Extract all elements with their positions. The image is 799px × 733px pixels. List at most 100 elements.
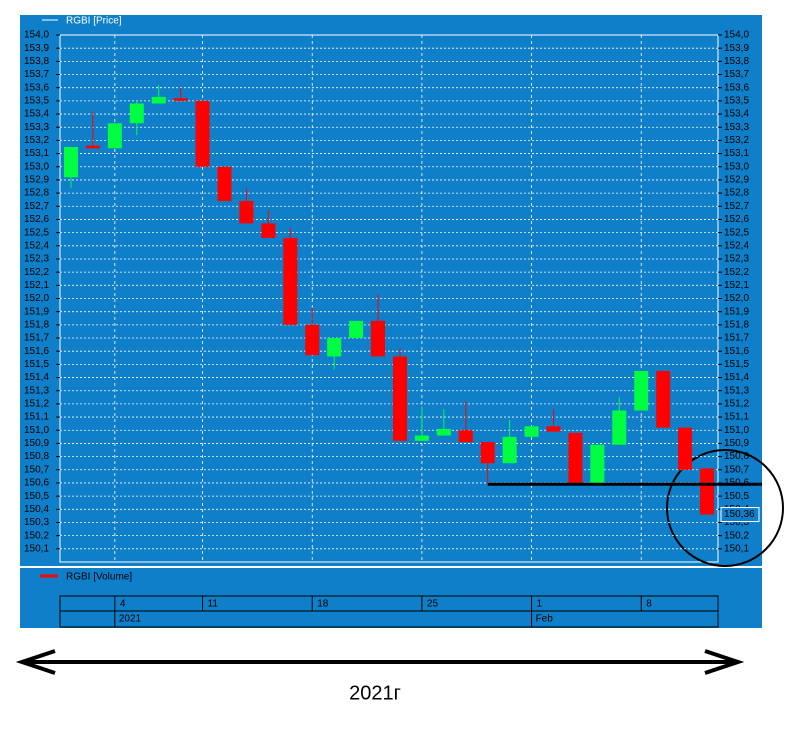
candle-body [349,320,364,339]
y-tick-label: 151,6 [724,346,749,357]
legend-label: RGBI [Price] [66,16,122,27]
y-tick-label: 151,6 [24,346,49,357]
period-label: Feb [536,614,554,625]
y-tick-label: 152,0 [24,293,49,304]
candle-body [129,103,144,124]
last-value-label: 150,36 [724,509,755,520]
period-label: 2021 [119,614,142,625]
arrow-head [704,649,745,675]
y-tick-label: 151,7 [24,333,49,344]
y-tick-label: 153,9 [724,43,749,54]
y-tick-label: 153,1 [724,148,749,159]
y-tick-label: 151,0 [724,425,749,436]
y-tick-label: 153,3 [24,122,49,133]
y-tick-label: 153,4 [724,109,749,120]
candle-body [239,201,254,224]
y-tick-label: 152,9 [724,175,749,186]
y-tick-label: 152,8 [724,188,749,199]
y-tick-label: 153,0 [724,161,749,172]
y-tick-label: 151,0 [24,425,49,436]
y-tick-label: 151,5 [724,359,749,370]
y-tick-label: 153,4 [24,109,49,120]
candle-body [590,444,605,483]
candle-body [480,442,495,464]
x-tick-label: 4 [120,599,126,610]
candle-body [327,338,342,357]
y-tick-label: 151,2 [24,399,49,410]
y-tick-label: 152,7 [724,201,749,212]
y-tick-label: 152,0 [724,293,749,304]
y-tick-label: 151,4 [24,372,49,383]
candle-body [436,428,451,436]
y-tick-label: 150,5 [724,491,749,502]
candle-body [546,426,561,432]
candle-body [305,324,320,356]
arrow-head [15,649,56,675]
y-tick-label: 153,6 [24,82,49,93]
y-tick-label: 153,3 [724,122,749,133]
y-tick-label: 150,4 [24,504,49,515]
candle-body [173,98,188,101]
y-tick-label: 150,7 [24,464,49,475]
x-tick-label: 25 [427,599,439,610]
candle-body [261,223,276,238]
y-tick-label: 150,3 [24,517,49,528]
y-tick-label: 150,2 [24,530,49,541]
x-tick-label: 1 [537,599,543,610]
y-tick-label: 152,8 [24,188,49,199]
y-tick-label: 150,9 [724,438,749,449]
y-tick-label: 152,7 [24,201,49,212]
y-tick-label: 151,9 [724,306,749,317]
y-tick-label: 150,9 [24,438,49,449]
y-tick-label: 150,7 [724,464,749,475]
y-tick-label: 152,1 [24,280,49,291]
y-tick-label: 151,3 [24,385,49,396]
y-tick-label: 153,5 [724,96,749,107]
legend-label: RGBI [Volume] [66,572,132,583]
y-tick-label: 153,8 [24,56,49,67]
y-tick-label: 151,1 [724,412,749,423]
y-tick-label: 150,6 [24,478,49,489]
candle-body [634,370,649,411]
y-tick-label: 152,6 [24,214,49,225]
candle-body [371,320,386,357]
y-tick-label: 153,9 [24,43,49,54]
y-tick-label: 151,2 [724,399,749,410]
y-tick-label: 154,0 [24,30,49,41]
y-tick-label: 152,1 [724,280,749,291]
candle-body [700,468,715,515]
y-tick-label: 153,2 [24,135,49,146]
y-tick-label: 150,3 [724,517,749,528]
x-tick-label: 18 [317,599,329,610]
y-tick-label: 153,0 [24,161,49,172]
y-tick-label: 151,8 [724,319,749,330]
y-tick-label: 152,3 [24,254,49,265]
y-tick-label: 152,4 [724,240,749,251]
candle-body [63,146,78,178]
candle-body [502,436,517,464]
y-tick-label: 150,8 [24,451,49,462]
y-tick-label: 151,1 [24,412,49,423]
y-tick-label: 151,9 [24,306,49,317]
y-tick-label: 152,9 [24,175,49,186]
x-tick-label: 11 [208,599,219,610]
y-tick-label: 154,0 [724,30,749,41]
y-tick-label: 151,5 [24,359,49,370]
highlight-circle [666,449,784,567]
annotation: 2021г [349,682,401,704]
y-tick-label: 152,2 [24,267,49,278]
y-tick-label: 153,2 [724,135,749,146]
y-tick-label: 153,7 [24,69,49,80]
candle-body [458,430,473,443]
y-tick-label: 151,8 [24,319,49,330]
y-tick-label: 152,2 [724,267,749,278]
y-tick-label: 150,1 [24,543,49,554]
y-tick-label: 150,2 [724,530,749,541]
y-tick-label: 150,8 [724,451,749,462]
candle-body [392,356,407,441]
y-tick-label: 150,5 [24,491,49,502]
y-tick-label: 152,3 [724,254,749,265]
candle-body [414,435,429,441]
